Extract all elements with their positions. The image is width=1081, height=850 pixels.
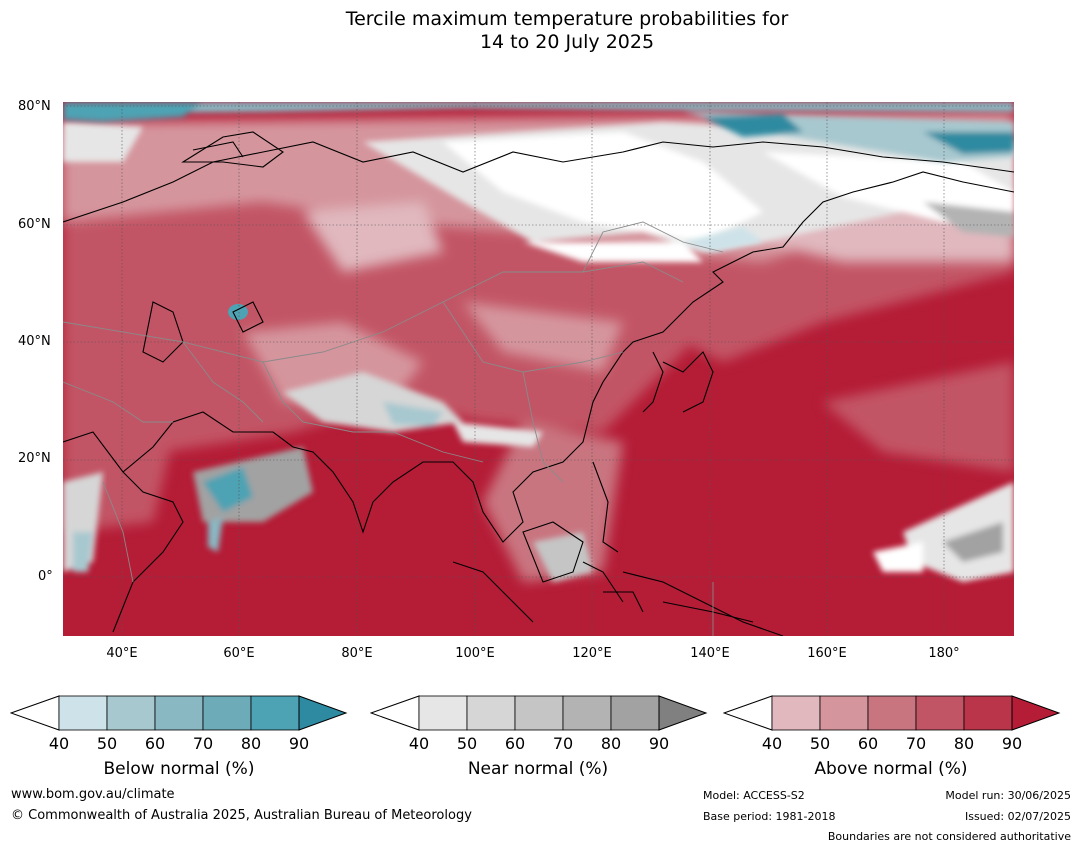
arabian-sea-zone — [193, 447, 313, 552]
cb3-tick-50: 50 — [809, 734, 831, 753]
probability-map — [63, 102, 1014, 636]
pacific-near-normal-zone — [873, 482, 1014, 582]
cb2-tick-50: 50 — [456, 734, 478, 753]
title-line-2: 14 to 20 July 2025 — [479, 31, 655, 53]
lat-label-0: 0° — [38, 569, 53, 584]
cb1-tick-80: 80 — [240, 734, 262, 753]
cb1-tick-50: 50 — [96, 734, 118, 753]
cb3-tick-90: 90 — [1001, 734, 1023, 753]
lon-label-60e: 60°E — [223, 646, 255, 661]
below-normal-arctic-band — [63, 102, 1014, 252]
cb1-swatch-1 — [106, 695, 156, 731]
cb2-tick-70: 70 — [552, 734, 574, 753]
cb3-swatch-4 — [963, 695, 1013, 731]
cb3-swatch-5 — [1011, 695, 1061, 731]
cb3-title: Above normal (%) — [814, 759, 968, 779]
cb1-swatch-2 — [154, 695, 204, 731]
lon-label-120e: 120°E — [572, 646, 612, 661]
map-title: Tercile maximum temperature probabilitie… — [0, 8, 1081, 54]
country-boundaries — [63, 221, 724, 636]
cb3-swatch-3 — [915, 695, 965, 731]
model-run-text: Model run: 30/06/2025 — [945, 789, 1071, 802]
cb3-tick-70: 70 — [905, 734, 927, 753]
africa-near-normal-zone — [63, 472, 103, 572]
copyright-text: © Commonwealth of Australia 2025, Austra… — [11, 808, 472, 823]
cb1-swatch-5 — [298, 695, 348, 731]
lon-label-100e: 100°E — [455, 646, 495, 661]
cb2-swatch-4 — [610, 695, 660, 731]
cb1-tick-40: 40 — [48, 734, 70, 753]
cb1-swatch-3 — [202, 695, 252, 731]
cb1-swatch-0 — [58, 695, 108, 731]
cb1-title: Below normal (%) — [103, 759, 255, 779]
cb3-swatch-1 — [819, 695, 869, 731]
cb2-swatch-5 — [658, 695, 708, 731]
website-link[interactable]: www.bom.gov.au/climate — [11, 787, 175, 802]
lat-label-60n: 60°N — [18, 217, 51, 232]
cb2-tick-80: 80 — [600, 734, 622, 753]
cb2-tick-40: 40 — [408, 734, 430, 753]
model-text: Model: ACCESS-S2 — [703, 789, 805, 802]
issued-text: Issued: 02/07/2025 — [964, 810, 1071, 823]
graticule — [63, 102, 1014, 636]
aral-sea-below-normal — [228, 304, 248, 320]
cb3-tick-60: 60 — [857, 734, 879, 753]
cb2-swatch-1 — [466, 695, 516, 731]
near-normal-north-zones — [63, 122, 1014, 262]
cb3-tick-40: 40 — [761, 734, 783, 753]
cb3-swatch-2 — [867, 695, 917, 731]
lat-label-20n: 20°N — [18, 451, 51, 466]
himalaya-near-normal-zone — [283, 372, 543, 447]
cb3-swatch-0 — [771, 695, 821, 731]
lon-label-80e: 80°E — [341, 646, 373, 661]
cb2-title: Near normal (%) — [467, 759, 609, 779]
lon-label-140e: 140°E — [690, 646, 730, 661]
cb2-swatch-2 — [514, 695, 564, 731]
lat-label-40n: 40°N — [18, 334, 51, 349]
cb2-swatch-0 — [418, 695, 468, 731]
boundaries-disclaimer: Boundaries are not considered authoritat… — [827, 830, 1071, 843]
lon-label-40e: 40°E — [106, 646, 138, 661]
cb2-tick-60: 60 — [504, 734, 526, 753]
lon-label-160e: 160°E — [807, 646, 847, 661]
map-canvas — [63, 102, 1014, 636]
cb1-swatch-4 — [250, 695, 300, 731]
base-period-text: Base period: 1981-2018 — [703, 810, 836, 823]
lon-label-180: 180° — [928, 646, 960, 661]
borneo-near-normal-zone — [533, 532, 593, 582]
lat-label-80n: 80°N — [18, 99, 51, 114]
cb1-tick-90: 90 — [288, 734, 310, 753]
cb2-tick-90: 90 — [648, 734, 670, 753]
cb2-swatch-3 — [562, 695, 612, 731]
cb3-tick-80: 80 — [953, 734, 975, 753]
cb1-tick-70: 70 — [192, 734, 214, 753]
title-line-1: Tercile maximum temperature probabilitie… — [345, 8, 789, 30]
coastlines — [63, 131, 1014, 636]
cb1-tick-60: 60 — [144, 734, 166, 753]
